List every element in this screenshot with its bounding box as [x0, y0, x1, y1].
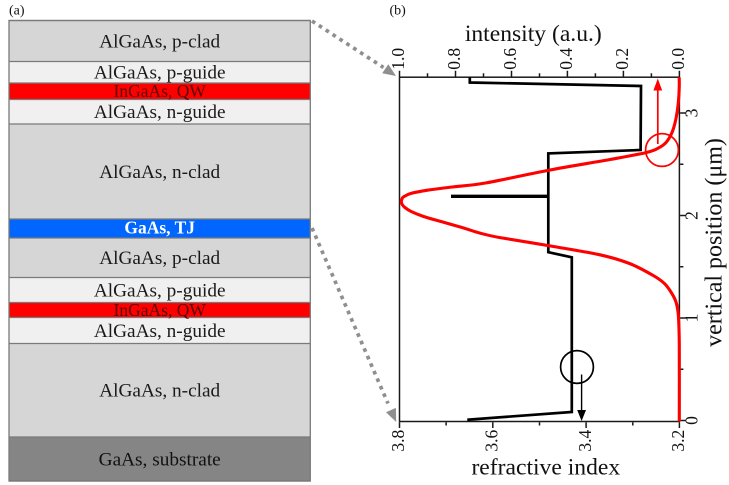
- svg-text:1.0: 1.0: [388, 48, 408, 70]
- svg-text:0.4: 0.4: [556, 48, 576, 70]
- svg-text:(a): (a): [9, 4, 25, 19]
- svg-text:InGaAs, QW: InGaAs, QW: [114, 300, 207, 320]
- svg-text:0.8: 0.8: [444, 48, 464, 70]
- svg-text:(b): (b): [390, 4, 407, 19]
- svg-text:0.6: 0.6: [500, 48, 520, 70]
- svg-text:2: 2: [681, 211, 701, 220]
- svg-text:GaAs, TJ: GaAs, TJ: [124, 218, 195, 238]
- svg-text:refractive index: refractive index: [471, 454, 620, 480]
- svg-text:AlGaAs, p-guide: AlGaAs, p-guide: [94, 280, 226, 301]
- svg-text:AlGaAs, n-guide: AlGaAs, n-guide: [94, 321, 226, 342]
- svg-text:AlGaAs, n-guide: AlGaAs, n-guide: [94, 102, 226, 123]
- svg-text:1: 1: [681, 314, 701, 323]
- svg-text:vertical position (μm): vertical position (μm): [702, 138, 728, 347]
- svg-text:0.0: 0.0: [668, 48, 688, 70]
- svg-text:3.8: 3.8: [388, 430, 408, 452]
- svg-text:3: 3: [681, 108, 701, 117]
- svg-text:AlGaAs, p-clad: AlGaAs, p-clad: [99, 248, 220, 269]
- svg-text:AlGaAs, p-clad: AlGaAs, p-clad: [99, 31, 220, 52]
- svg-text:InGaAs, QW: InGaAs, QW: [114, 81, 207, 101]
- svg-text:intensity (a.u.): intensity (a.u.): [465, 21, 602, 47]
- svg-text:0.2: 0.2: [612, 48, 632, 70]
- svg-text:AlGaAs, n-clad: AlGaAs, n-clad: [99, 162, 220, 183]
- svg-text:GaAs, substrate: GaAs, substrate: [99, 449, 221, 470]
- svg-text:AlGaAs, p-guide: AlGaAs, p-guide: [94, 63, 226, 84]
- svg-text:3.6: 3.6: [482, 430, 502, 452]
- svg-text:0: 0: [681, 416, 701, 425]
- svg-text:3.2: 3.2: [668, 430, 688, 452]
- svg-text:AlGaAs, n-clad: AlGaAs, n-clad: [99, 381, 220, 402]
- svg-text:3.4: 3.4: [575, 430, 595, 452]
